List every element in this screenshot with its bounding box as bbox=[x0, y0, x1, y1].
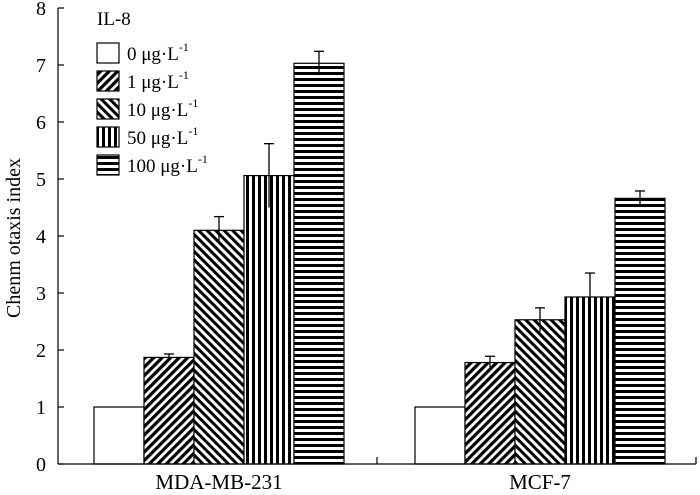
bar bbox=[193, 229, 245, 465]
y-tick-label: 1 bbox=[36, 397, 46, 419]
legend-swatch bbox=[96, 42, 120, 64]
legend: IL-8 0 μg·L-1 1 μg·L-1 10 μg·L-1 50 μg·L-1 1… bbox=[96, 9, 208, 177]
bar bbox=[464, 361, 516, 465]
axes bbox=[57, 8, 697, 465]
category-label: MCF-7 bbox=[509, 470, 571, 494]
bar bbox=[414, 406, 466, 465]
y-tick-label: 7 bbox=[36, 55, 46, 77]
y-tick-label: 0 bbox=[36, 454, 46, 476]
y-tick-label: 8 bbox=[36, 0, 46, 20]
bar bbox=[514, 319, 566, 465]
legend-swatch bbox=[96, 70, 120, 92]
legend-title: IL-8 bbox=[97, 9, 131, 30]
legend-label: 50 μg·L-1 bbox=[127, 124, 198, 149]
legend-label: 100 μg·L-1 bbox=[127, 152, 208, 177]
error-bars-layer bbox=[164, 50, 645, 369]
category-labels: MDA-MB-231 MCF-7 bbox=[155, 470, 571, 494]
category-label: MDA-MB-231 bbox=[155, 470, 282, 494]
y-tick-label: 4 bbox=[36, 226, 46, 248]
legend-swatch bbox=[96, 126, 120, 148]
bar bbox=[564, 296, 616, 465]
bar bbox=[614, 197, 666, 465]
y-tick-label: 2 bbox=[36, 340, 46, 362]
legend-label: 1 μg·L-1 bbox=[127, 68, 189, 93]
bar bbox=[293, 62, 345, 465]
bar bbox=[143, 356, 195, 465]
y-axis-label: Chenm otaxis index bbox=[3, 158, 25, 318]
legend-swatch bbox=[96, 154, 120, 176]
y-tick-label: 3 bbox=[36, 283, 46, 305]
legend-label: 10 μg·L-1 bbox=[127, 96, 198, 121]
y-axis-ticks: 0 1 2 3 4 5 6 7 8 bbox=[36, 0, 64, 476]
legend-label: 0 μg·L-1 bbox=[127, 40, 189, 65]
y-tick-label: 5 bbox=[36, 169, 46, 191]
bar bbox=[93, 406, 145, 465]
legend-swatch bbox=[96, 98, 120, 120]
y-tick-label: 6 bbox=[36, 112, 46, 134]
bars-layer bbox=[93, 62, 666, 465]
bar bbox=[243, 174, 295, 465]
